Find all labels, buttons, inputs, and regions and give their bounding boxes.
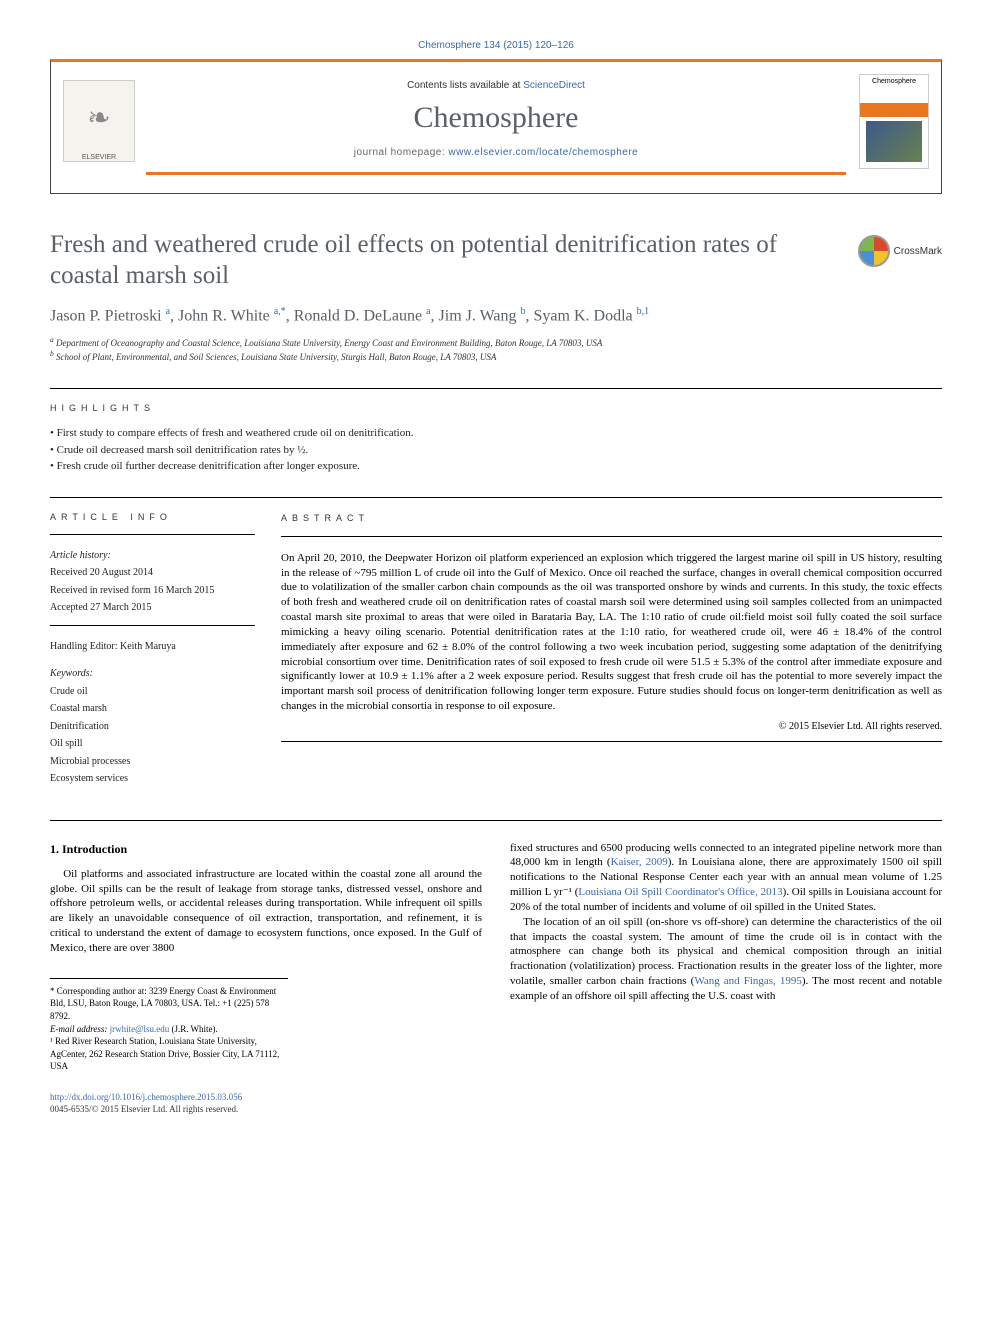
keyword-item: Denitrification bbox=[50, 720, 255, 734]
column-left: 1. Introduction Oil platforms and associ… bbox=[50, 841, 482, 1116]
orange-rule bbox=[146, 172, 846, 175]
authors-line: Jason P. Pietroski a, John R. White a,*,… bbox=[50, 306, 942, 325]
crossmark-icon bbox=[858, 235, 890, 267]
accepted-date: Accepted 27 March 2015 bbox=[50, 601, 255, 615]
sciencedirect-link[interactable]: ScienceDirect bbox=[523, 80, 585, 91]
introduction-p1-continued: fixed structures and 6500 producing well… bbox=[510, 841, 942, 915]
journal-cover-thumbnail: Chemosphere bbox=[859, 74, 929, 169]
handling-editor: Handling Editor: Keith Maruya bbox=[50, 640, 255, 654]
highlights-list: First study to compare effects of fresh … bbox=[50, 425, 942, 475]
publisher-label: ELSEVIER bbox=[82, 154, 116, 161]
corresponding-author-note: * Corresponding author at: 3239 Energy C… bbox=[50, 985, 288, 1023]
divider bbox=[50, 820, 942, 821]
journal-name: Chemosphere bbox=[146, 101, 846, 135]
affiliation-b: School of Plant, Environmental, and Soil… bbox=[56, 352, 496, 362]
column-right: fixed structures and 6500 producing well… bbox=[510, 841, 942, 1116]
elsevier-logo: ❧ ELSEVIER bbox=[63, 80, 135, 162]
abstract-label: ABSTRACT bbox=[281, 512, 942, 524]
affiliation-a: Department of Oceanography and Coastal S… bbox=[56, 338, 602, 348]
crossmark-label: CrossMark bbox=[894, 246, 942, 257]
body-columns: 1. Introduction Oil platforms and associ… bbox=[50, 841, 942, 1116]
highlight-item: Fresh crude oil further decrease denitri… bbox=[50, 458, 942, 475]
keywords-list: Crude oil Coastal marsh Denitrification Oil… bbox=[50, 685, 255, 786]
doi-block: http://dx.doi.org/10.1016/j.chemosphere.… bbox=[50, 1091, 482, 1115]
affiliations: a Department of Oceanography and Coastal… bbox=[50, 335, 942, 364]
email-attribution: (J.R. White). bbox=[171, 1024, 217, 1034]
reference-link[interactable]: Wang and Fingas, 1995 bbox=[694, 975, 802, 987]
divider bbox=[50, 534, 255, 535]
homepage-link[interactable]: www.elsevier.com/locate/chemosphere bbox=[448, 147, 638, 158]
keyword-item: Microbial processes bbox=[50, 755, 255, 769]
citation-line: Chemosphere 134 (2015) 120–126 bbox=[50, 40, 942, 51]
reference-link[interactable]: Louisiana Oil Spill Coordinator's Office… bbox=[578, 886, 782, 898]
doi-link[interactable]: http://dx.doi.org/10.1016/j.chemosphere.… bbox=[50, 1092, 242, 1102]
abstract-column: ABSTRACT On April 20, 2010, the Deepwate… bbox=[281, 512, 942, 790]
article-info-column: ARTICLE INFO Article history: Received 2… bbox=[50, 512, 255, 790]
issn-copyright: 0045-6535/© 2015 Elsevier Ltd. All right… bbox=[50, 1104, 238, 1114]
keyword-item: Oil spill bbox=[50, 737, 255, 751]
crossmark-badge[interactable]: CrossMark bbox=[858, 235, 942, 267]
email-label: E-mail address: bbox=[50, 1024, 107, 1034]
elsevier-tree-icon: ❧ bbox=[87, 81, 110, 154]
author-email-link[interactable]: jrwhite@lsu.edu bbox=[110, 1024, 170, 1034]
homepage-prefix: journal homepage: bbox=[354, 147, 449, 158]
keyword-item: Coastal marsh bbox=[50, 702, 255, 716]
highlights-label: HIGHLIGHTS bbox=[50, 403, 942, 413]
article-title: Fresh and weathered crude oil effects on… bbox=[50, 229, 840, 292]
received-date: Received 20 August 2014 bbox=[50, 566, 255, 580]
keyword-item: Crude oil bbox=[50, 685, 255, 699]
divider bbox=[50, 497, 942, 498]
article-info-label: ARTICLE INFO bbox=[50, 512, 255, 522]
introduction-p2: The location of an oil spill (on-shore v… bbox=[510, 915, 942, 1004]
reference-link[interactable]: Kaiser, 2009 bbox=[611, 856, 668, 868]
contents-prefix: Contents lists available at bbox=[407, 80, 523, 91]
section-1-heading: 1. Introduction bbox=[50, 841, 482, 857]
divider bbox=[50, 388, 942, 389]
introduction-p1: Oil platforms and associated infrastruct… bbox=[50, 867, 482, 956]
history-label: Article history: bbox=[50, 549, 255, 563]
keywords-label: Keywords: bbox=[50, 667, 255, 681]
footnotes: * Corresponding author at: 3239 Energy C… bbox=[50, 978, 288, 1073]
footnote-1: ¹ Red River Research Station, Louisiana … bbox=[50, 1035, 288, 1073]
divider bbox=[281, 536, 942, 537]
divider bbox=[281, 741, 942, 742]
copyright-line: © 2015 Elsevier Ltd. All rights reserved… bbox=[281, 720, 942, 734]
divider bbox=[50, 625, 255, 626]
keyword-item: Ecosystem services bbox=[50, 772, 255, 786]
revised-date: Received in revised form 16 March 2015 bbox=[50, 584, 255, 598]
cover-image bbox=[866, 121, 922, 162]
cover-title: Chemosphere bbox=[872, 78, 916, 85]
highlight-item: Crude oil decreased marsh soil denitrifi… bbox=[50, 442, 942, 459]
cover-stripe bbox=[860, 103, 928, 117]
highlight-item: First study to compare effects of fresh … bbox=[50, 425, 942, 442]
journal-header: ❧ ELSEVIER Chemosphere Contents lists av… bbox=[50, 59, 942, 194]
abstract-text: On April 20, 2010, the Deepwater Horizon… bbox=[281, 551, 942, 714]
